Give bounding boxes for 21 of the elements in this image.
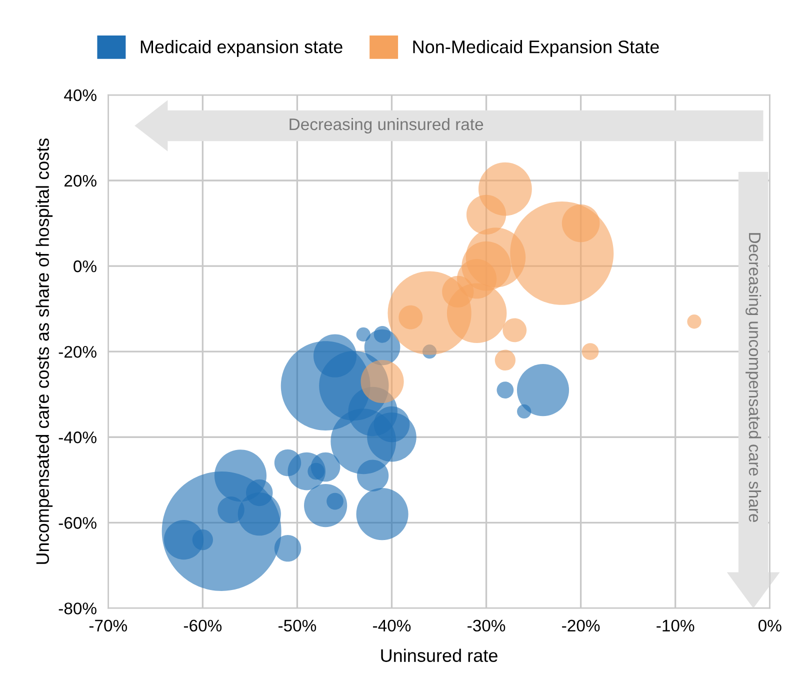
y-tick-label: -80% [58, 602, 96, 614]
y-tick-label: 0% [74, 260, 96, 272]
y-tick-label: 20% [64, 174, 96, 187]
annotation: Decreasing uncompensated care share [746, 233, 762, 522]
annotation: Decreasing uninsured rate [290, 118, 484, 134]
x-tick-label: -30% [468, 620, 506, 632]
x-tick-label: -50% [278, 620, 316, 632]
legend-label: Non-Medicaid Expansion State [413, 40, 659, 57]
x-axis-title: Uninsured rate [381, 648, 498, 662]
x-tick-label: -20% [562, 620, 600, 632]
x-tick-label: -40% [373, 620, 411, 632]
y-tick-label: 40% [64, 89, 96, 102]
y-axis-title: Uncompensated care costs as share of hospital costs [36, 138, 53, 564]
x-tick-label: -70% [89, 620, 127, 632]
x-tick-label: 0% [758, 620, 782, 632]
y-tick-label: -60% [58, 517, 96, 529]
legend-label: Medicaid expansion state [140, 40, 342, 57]
x-tick-label: -10% [656, 620, 694, 632]
y-tick-label: -20% [58, 346, 96, 358]
x-tick-label: -60% [184, 620, 222, 632]
y-tick-label: -40% [58, 432, 96, 444]
